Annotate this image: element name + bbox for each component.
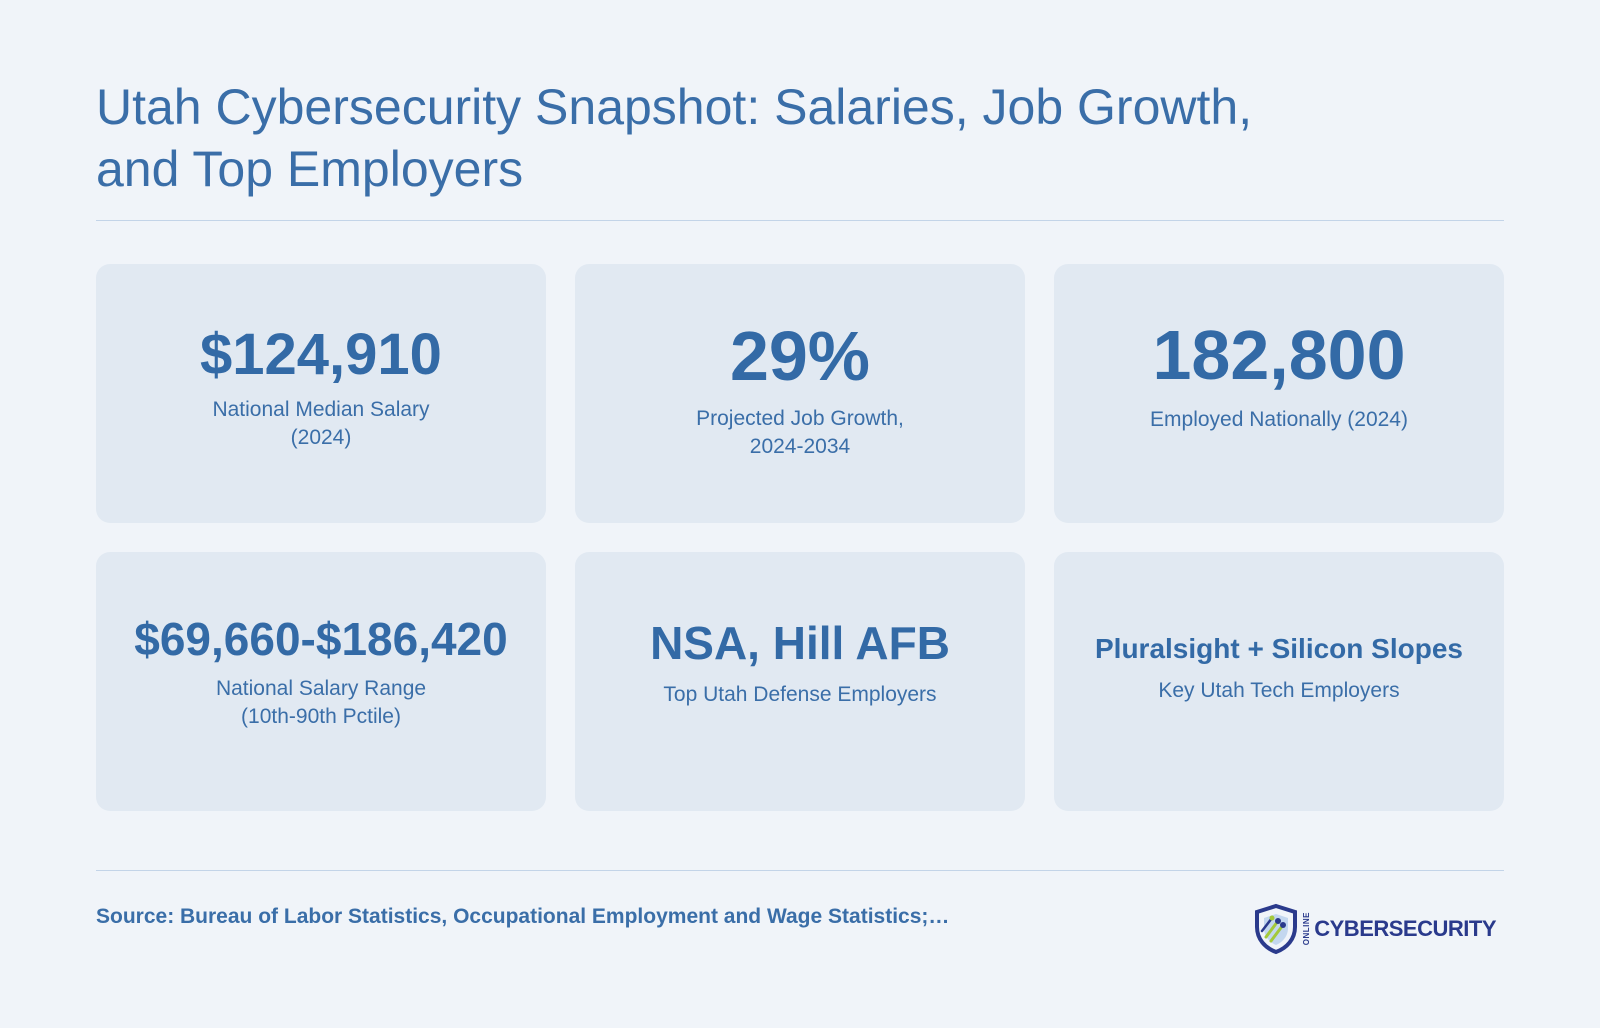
stat-value: NSA, Hill AFB <box>650 617 950 670</box>
stat-card-defense-employers: NSA, Hill AFB Top Utah Defense Employers <box>575 552 1025 811</box>
stat-card-tech-employers: Pluralsight + Silicon Slopes Key Utah Te… <box>1054 552 1504 811</box>
stat-label: Employed Nationally (2024) <box>1150 408 1408 431</box>
source-citation: Source: Bureau of Labor Statistics, Occu… <box>96 905 950 928</box>
logo-brand-text: CYBERSECURITY <box>1314 916 1496 941</box>
stat-label: National Median Salary (2024) <box>212 398 430 450</box>
stat-value: $69,660-$186,420 <box>134 613 508 666</box>
stat-label: Top Utah Defense Employers <box>663 682 937 706</box>
stat-card-employed: 182,800 Employed Nationally (2024) <box>1054 264 1504 523</box>
stat-value: $124,910 <box>200 321 442 387</box>
logo-online-text: ONLINE <box>1302 912 1312 946</box>
page-title: Utah Cybersecurity Snapshot: Salaries, J… <box>96 79 1253 197</box>
stat-value: Pluralsight + Silicon Slopes <box>1095 633 1463 665</box>
stat-label: Key Utah Tech Employers <box>1158 678 1400 702</box>
stat-value: 182,800 <box>1152 316 1406 394</box>
stat-card-median-salary: $124,910 National Median Salary (2024) <box>96 264 546 523</box>
infographic: Utah Cybersecurity Snapshot: Salaries, J… <box>96 0 1504 971</box>
stat-card-salary-range: $69,660-$186,420 National Salary Range (… <box>96 552 546 811</box>
stat-label: Projected Job Growth, 2024-2034 <box>696 407 904 458</box>
stat-grid: $124,910 National Median Salary (2024) 2… <box>96 264 1504 811</box>
stat-label: National Salary Range (10th-90th Pctile) <box>215 676 427 728</box>
top-divider <box>96 220 1504 221</box>
stat-value: 29% <box>729 317 871 395</box>
footer: Source: Bureau of Labor Statistics, Occu… <box>96 871 1504 971</box>
bottom-divider <box>96 870 1504 871</box>
stat-card-job-growth: 29% Projected Job Growth, 2024-2034 <box>575 264 1025 523</box>
online-cybersecurity-logo[interactable]: ONLINE CYBERSECURITY <box>1252 903 1496 955</box>
shield-circuit-icon <box>1255 903 1298 955</box>
